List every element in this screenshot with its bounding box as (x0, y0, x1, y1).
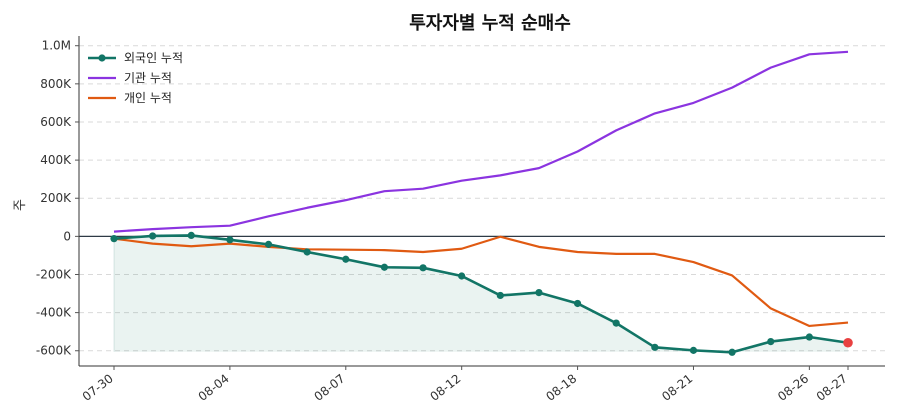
legend-marker (98, 54, 106, 62)
y-axis-label: 주 (13, 199, 28, 211)
foreign-point (728, 348, 736, 356)
foreign-point (496, 291, 504, 300)
foreign-point (226, 236, 234, 244)
series-line-institution (113, 50, 849, 233)
foreign-point (535, 289, 543, 297)
foreign-point (689, 346, 698, 354)
y-tick-label: 1.0M (42, 39, 71, 53)
y-tick-label: -600K (36, 344, 72, 358)
y-tick-label: 0 (63, 229, 71, 243)
foreign-point (380, 263, 389, 271)
foreign-point (342, 255, 350, 263)
foreign-point (149, 232, 157, 240)
legend-label: 개인 누적 (124, 91, 172, 105)
foreign-point (651, 343, 659, 351)
x-tick-label: 08-12 (427, 371, 463, 404)
foreign-point (458, 272, 466, 280)
y-ticks: -600K -400K -200K 0 200K 400K 600K 800K 1.0M (36, 39, 79, 358)
axes (78, 36, 885, 367)
foreign-point (419, 264, 427, 272)
foreign-point (573, 299, 582, 308)
foreign-fill-area (113, 235, 848, 353)
foreign-point (805, 333, 813, 341)
foreign-point (612, 319, 620, 327)
x-tick-label: 08-07 (312, 371, 348, 404)
foreign-point (767, 337, 775, 346)
legend-label: 외국인 누적 (124, 51, 183, 65)
series-line-individual (113, 235, 849, 328)
series-layer (110, 50, 853, 356)
chart-title: 투자자별 누적 순매수 (409, 13, 571, 34)
y-tick-label: 400K (40, 153, 72, 167)
y-tick-label: 800K (40, 77, 72, 91)
x-tick-label: 07-30 (80, 371, 116, 404)
foreign-point (264, 240, 273, 248)
x-tick-label: 08-27 (814, 371, 850, 404)
y-tick-label: -400K (36, 306, 72, 320)
x-tick-label: 08-18 (543, 371, 579, 404)
foreign-last-point (843, 337, 853, 348)
foreign-point (303, 248, 311, 256)
x-tick-label: 08-21 (659, 371, 695, 404)
x-tick-label: 08-26 (775, 371, 811, 404)
foreign-point (110, 235, 118, 243)
y-tick-label: 600K (40, 115, 72, 129)
series-line-foreign (113, 234, 849, 354)
legend-label: 기관 누적 (124, 71, 172, 85)
x-tick-label: 08-04 (196, 371, 232, 404)
x-ticks: 07-30 08-04 08-07 08-12 08-18 08-21 08-26 08-27 (80, 366, 850, 404)
y-tick-label: 200K (40, 191, 72, 205)
y-tick-label: -200K (36, 267, 72, 281)
foreign-point (187, 231, 195, 240)
foreign-fill-shape (114, 235, 848, 353)
